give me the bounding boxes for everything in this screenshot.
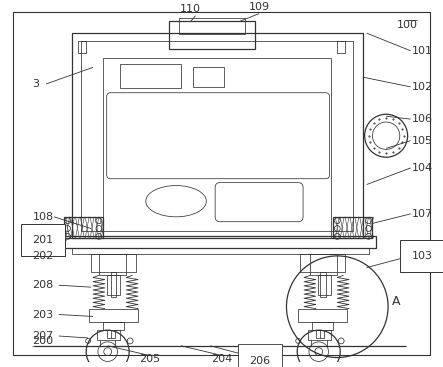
Text: 100: 100 xyxy=(396,21,417,30)
Bar xyxy=(318,276,331,295)
Bar xyxy=(71,248,369,254)
Text: 109: 109 xyxy=(249,2,270,12)
Bar xyxy=(89,309,138,322)
Text: 3: 3 xyxy=(32,79,39,89)
Text: 200: 200 xyxy=(32,336,54,346)
Text: 207: 207 xyxy=(32,331,54,341)
Bar xyxy=(320,272,326,297)
Bar xyxy=(179,18,245,34)
Bar xyxy=(111,272,117,297)
Bar xyxy=(337,41,345,53)
Bar xyxy=(310,254,337,276)
Bar xyxy=(82,41,353,232)
Bar xyxy=(99,254,126,276)
Text: 107: 107 xyxy=(412,209,433,219)
Bar xyxy=(64,217,103,238)
Text: 206: 206 xyxy=(249,356,271,366)
Text: 103: 103 xyxy=(412,251,432,261)
Bar xyxy=(64,236,377,248)
Text: 108: 108 xyxy=(32,212,54,222)
Bar xyxy=(120,65,181,88)
Text: 201: 201 xyxy=(32,235,54,245)
Text: 106: 106 xyxy=(412,114,432,124)
Text: 204: 204 xyxy=(211,353,233,364)
Text: 208: 208 xyxy=(32,280,54,290)
Bar xyxy=(107,330,115,338)
Bar xyxy=(103,58,331,238)
Bar xyxy=(300,254,345,272)
Text: 205: 205 xyxy=(139,353,160,364)
Bar xyxy=(193,67,224,87)
Bar xyxy=(312,322,334,330)
Bar xyxy=(71,33,363,238)
Bar xyxy=(78,41,86,53)
Bar xyxy=(169,21,255,49)
Bar xyxy=(91,254,136,272)
Bar xyxy=(107,276,120,295)
Text: 203: 203 xyxy=(32,309,54,320)
Text: 105: 105 xyxy=(412,136,432,146)
Bar xyxy=(316,330,323,338)
Text: 101: 101 xyxy=(412,46,432,56)
Text: A: A xyxy=(392,295,400,308)
Text: 202: 202 xyxy=(32,251,54,261)
Text: 104: 104 xyxy=(412,163,433,173)
Bar xyxy=(97,330,120,340)
Bar xyxy=(298,309,347,322)
Bar xyxy=(103,322,124,330)
Bar xyxy=(334,217,373,238)
Text: 110: 110 xyxy=(180,4,201,14)
Text: 102: 102 xyxy=(412,82,433,92)
Bar xyxy=(308,330,331,340)
